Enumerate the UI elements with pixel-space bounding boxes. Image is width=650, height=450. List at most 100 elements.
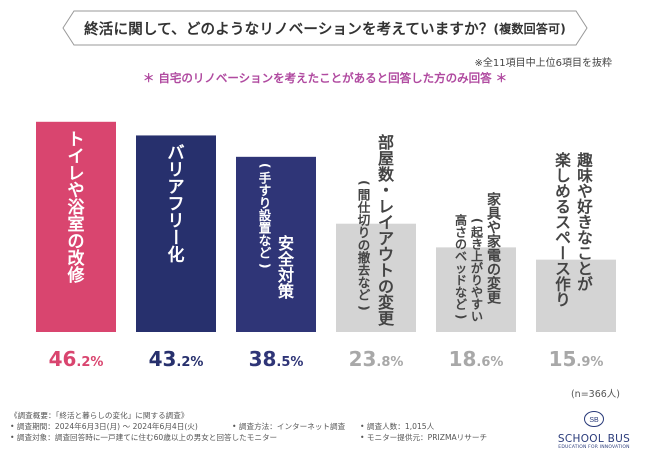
bar-label-main-char: と — [577, 260, 593, 278]
chart-title: 終活に関して、どのようなリノベーションを考えていますか？ (複数回答可) — [62, 10, 588, 46]
bar-label-main-char: ト — [68, 130, 85, 150]
bar-label-main-char: 変 — [487, 275, 501, 292]
bar-label-main-char: が — [577, 275, 593, 294]
bar-label-main-char: 安 — [278, 234, 294, 253]
bar-label-main-char: 家 — [487, 233, 502, 250]
bar-label-sub-char: り — [471, 274, 483, 288]
bar-label-sub-char: 去 — [358, 263, 371, 278]
bar-label-sub-char: り — [358, 225, 371, 240]
chart-title-sub: (複数回答可) — [493, 21, 566, 36]
bar-label-sub-char: 仕 — [357, 200, 371, 215]
value-label: 23.8% — [349, 347, 404, 371]
bar-label-sub-char: が — [471, 261, 483, 276]
bar-label-sub-char: ど — [455, 298, 467, 312]
bar-label-main-char: 部 — [378, 133, 394, 152]
bar-label-main-char: 修 — [67, 265, 86, 286]
survey-heading: 《調査概要：「終活と暮らしの変化」に関する調査》 — [10, 411, 189, 420]
value-label: 38.5% — [249, 347, 304, 371]
bar-label-sub-char: 起 — [470, 225, 484, 240]
bar-label-main-char: な — [577, 229, 593, 247]
bar-label-main-char: 作 — [555, 275, 571, 294]
bar — [136, 135, 216, 332]
bar-label-main-char: 家 — [487, 191, 502, 208]
selection-note: ※全11項目中上位6項目を抜粋 — [474, 58, 612, 69]
bar-label-main-char: の — [378, 277, 394, 296]
bar-label-sub-char: の — [358, 238, 371, 253]
school-bus-logo: SB SCHOOL BUS EDUCATION FOR INNOVATION — [554, 410, 634, 450]
bar-label-main-char: 具 — [486, 206, 501, 222]
bar-label-main-char: イ — [378, 213, 394, 232]
bar-label-main-char: 浴 — [68, 197, 86, 218]
bar-label-main-char: 更 — [487, 290, 502, 306]
bar-label-sub-char: ッ — [455, 262, 467, 276]
bar-label-sub-char: す — [259, 183, 272, 198]
title-box: 終活に関して、どのようなリノベーションを考えていますか？ (複数回答可) — [62, 10, 588, 46]
bar-label-main-char: ・ — [378, 181, 394, 200]
bar-label-main-char: 数 — [378, 165, 395, 184]
bar-label-main-char: ト — [378, 261, 394, 280]
bar-label-sub-char: ) — [258, 263, 273, 269]
bar-label-main-char: バ — [168, 143, 185, 163]
bar — [336, 223, 416, 332]
bar-label-sub-char: さ — [455, 226, 467, 240]
bar-label-main-char: 電 — [487, 247, 501, 264]
bar-label-main-char: の — [487, 262, 501, 278]
bar-label-main-char: 楽 — [555, 151, 571, 170]
bar-chart: トイレや浴室の改修46.2%バリアフリー化43.2%安全対策(手すり設置など)3… — [36, 121, 616, 371]
bar-label-main-char: フ — [168, 194, 185, 214]
bar-label-sub-char: ) — [454, 314, 468, 319]
bar-label-sub-char: の — [455, 238, 467, 252]
logo-tagline: EDUCATION FOR INNOVATION — [558, 445, 630, 450]
chart-title-main: 終活に関して、どのようなリノベーションを考えていますか？ — [84, 21, 494, 38]
bar-label-main-char: リ — [168, 160, 185, 180]
bar-label-sub-char: な — [358, 275, 371, 290]
bar-label-main-char: 好 — [576, 198, 593, 216]
bar-label-main-char: り — [555, 291, 571, 309]
bar-label-main-char: 室 — [68, 214, 85, 235]
bar-label-main-char: る — [555, 198, 571, 216]
bar-label-main-char: 改 — [68, 248, 86, 269]
bar-label-main-char: め — [555, 183, 571, 201]
bar-label-sub-char: 置 — [259, 220, 272, 235]
bar — [36, 121, 116, 332]
logo-name: SCHOOL BUS — [557, 433, 631, 445]
value-label: 18.6% — [449, 347, 504, 371]
bar-label-sub-char: ベ — [455, 250, 467, 264]
bar-label-sub-char: な — [455, 286, 467, 300]
survey-period: • 調査期間：2024年6月3日(月) ～ 2024年6月4日(火) — [10, 422, 198, 431]
survey-overview: 《調査概要：「終活と暮らしの変化」に関する調査》 • 調査期間：2024年6月3… — [10, 410, 487, 443]
bar-label-main-char: 味 — [577, 166, 593, 185]
value-label: 43.2% — [149, 347, 204, 371]
bar-label-main-char: 変 — [378, 293, 394, 312]
bar-label-main-char: 更 — [378, 309, 395, 328]
bar-label-main-char: 趣 — [576, 151, 593, 170]
bar-label-main-char: リ — [168, 211, 185, 231]
bar-label-main-char: ス — [555, 260, 571, 278]
bar-label-sub-char: 設 — [259, 208, 272, 223]
bar-label-main-char: レ — [68, 164, 85, 184]
bar-label-main-char: ー — [165, 228, 185, 245]
bar-label-sub-char: ど — [358, 288, 371, 303]
bar-label-main-char: 全 — [277, 250, 295, 269]
bar-label-sub-char: り — [259, 195, 272, 210]
bar — [536, 259, 616, 332]
bar-label-main-char: 化 — [168, 244, 185, 265]
bar-label-sub-char: ( — [258, 163, 273, 169]
bar-label-main-char: や — [577, 183, 593, 201]
bar-label-sub-char: 手 — [259, 170, 272, 185]
bar-label-main-char: こ — [577, 245, 593, 263]
survey-method: • 調査方法：インターネット調査 — [232, 422, 346, 431]
bar-label-sub-char: 撤 — [358, 250, 371, 265]
bar-label-main-char: 屋 — [378, 149, 394, 168]
bar-label-main-char: の — [68, 232, 85, 252]
bar-label-sub-char: い — [471, 310, 483, 324]
bar-label-main-char: や — [68, 181, 85, 201]
bar-label-main-char: イ — [68, 147, 85, 167]
